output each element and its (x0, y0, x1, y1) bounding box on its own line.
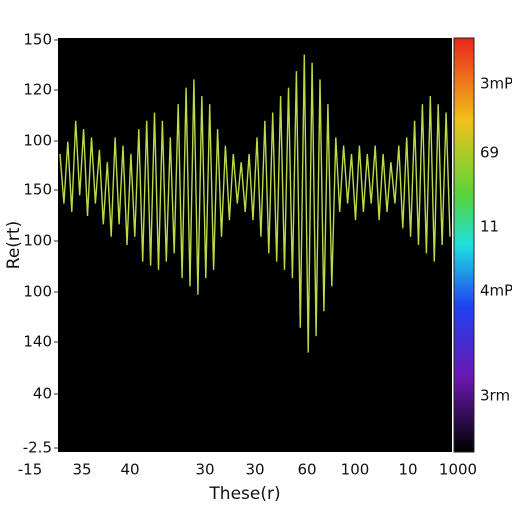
colorbar-label: 3rm (480, 387, 510, 405)
y-tick-label: 40 (33, 385, 52, 403)
x-tick-label: 30 (245, 461, 264, 479)
colorbar-label: 3mP (480, 75, 512, 93)
y-tick-label: 100 (23, 232, 52, 250)
x-tick-label: 100 (341, 461, 370, 479)
x-tick-label: 60 (297, 461, 316, 479)
y-axis-label: Re(rt) (4, 221, 24, 269)
x-axis-label: These(r) (208, 484, 280, 504)
y-tick-label: 100 (23, 283, 52, 301)
x-tick-label: 35 (72, 461, 91, 479)
series-line (59, 54, 451, 353)
plot-area (58, 38, 452, 452)
colorbar-label: 4mP (480, 282, 512, 300)
colorbar (453, 37, 475, 453)
colorbar-label: 69 (480, 144, 499, 162)
y-tick-label: 100 (23, 132, 52, 150)
y-tick-label: 120 (23, 81, 52, 99)
y-tick-label: 140 (23, 333, 52, 351)
x-tick-label: 10 (398, 461, 417, 479)
y-tick-label: -2.5 (23, 439, 52, 457)
colorbar-label: 11 (480, 218, 499, 236)
x-tick-label: 30 (195, 461, 214, 479)
x-tick-label: 1000 (439, 461, 477, 479)
x-tick-label: 40 (120, 461, 139, 479)
x-tick-label: -15 (18, 461, 43, 479)
y-tick-label: 150 (23, 31, 52, 49)
y-tick-label: 150 (23, 181, 52, 199)
